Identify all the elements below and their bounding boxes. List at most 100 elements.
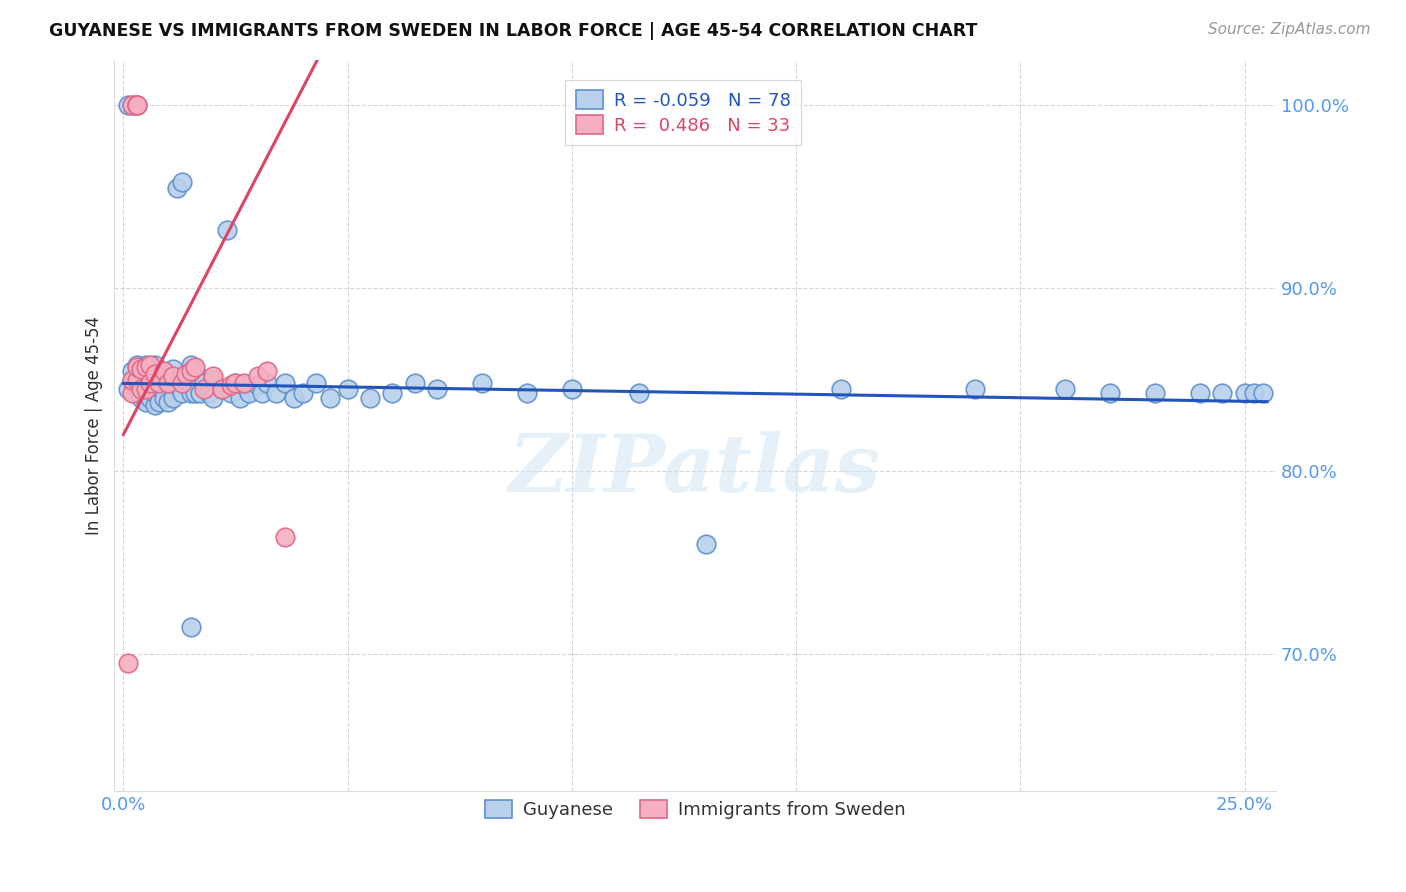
Point [121,98,143,112]
Point [291,385,314,400]
Point [830,382,852,396]
Point [117,382,139,396]
Point [157,373,180,387]
Point [256,376,278,391]
Point [252,385,274,400]
Point [143,398,166,412]
Point [426,382,449,396]
Point [1233,385,1256,400]
Point [139,363,162,377]
Text: ZIPatlas: ZIPatlas [509,431,882,508]
Point [139,358,162,372]
Point [256,363,278,377]
Point [125,98,148,112]
Point [135,359,157,374]
Point [166,180,188,194]
Point [628,385,651,400]
Text: GUYANESE VS IMMIGRANTS FROM SWEDEN IN LABOR FORCE | AGE 45-54 CORRELATION CHART: GUYANESE VS IMMIGRANTS FROM SWEDEN IN LA… [49,22,977,40]
Point [157,394,180,409]
Point [1251,385,1274,400]
Point [125,98,148,112]
Point [1143,385,1166,400]
Point [121,385,143,400]
Point [318,391,340,405]
Point [1054,382,1077,396]
Point [166,378,188,392]
Point [193,382,215,396]
Point [1243,385,1265,400]
Point [274,530,297,544]
Point [135,394,157,409]
Point [305,376,328,391]
Point [1211,385,1233,400]
Point [229,391,252,405]
Point [125,98,148,112]
Point [211,382,233,396]
Point [143,385,166,400]
Point [471,376,494,391]
Point [184,359,207,374]
Point [233,378,256,392]
Point [246,369,269,384]
Point [224,376,246,391]
Point [135,382,157,396]
Point [117,98,139,112]
Point [143,368,166,382]
Point [202,369,225,384]
Point [139,391,162,405]
Text: Source: ZipAtlas.com: Source: ZipAtlas.com [1208,22,1371,37]
Point [148,394,170,409]
Point [224,376,246,391]
Point [359,391,381,405]
Point [184,363,207,377]
Point [121,373,143,387]
Point [121,363,143,377]
Point [152,391,174,405]
Point [125,382,148,396]
Point [180,358,202,372]
Point [516,385,538,400]
Point [215,223,238,237]
Point [135,358,157,372]
Point [117,657,139,671]
Point [202,391,225,405]
Point [233,376,256,391]
Point [125,373,148,387]
Point [170,175,193,189]
Point [131,363,153,377]
Point [193,376,215,391]
Point [238,385,260,400]
Point [135,369,157,384]
Point [121,373,143,387]
Point [143,371,166,385]
Point [131,382,153,396]
Point [125,358,148,372]
Point [170,385,193,400]
Point [162,361,184,376]
Point [148,363,170,377]
Point [381,385,404,400]
Point [188,385,211,400]
Point [264,385,287,400]
Point [131,361,153,376]
Y-axis label: In Labor Force | Age 45-54: In Labor Force | Age 45-54 [86,316,103,535]
Point [561,382,583,396]
Point [180,620,202,634]
Point [246,378,269,392]
Point [148,376,170,391]
Point [274,376,297,391]
Point [283,391,305,405]
Point [174,368,197,382]
Point [157,376,180,391]
Point [1188,385,1211,400]
Point [219,378,242,392]
Point [965,382,987,396]
Point [184,385,207,400]
Point [162,369,184,384]
Point [695,537,717,551]
Point [404,376,426,391]
Point [121,98,143,112]
Point [1098,385,1121,400]
Point [219,385,242,400]
Point [152,363,174,377]
